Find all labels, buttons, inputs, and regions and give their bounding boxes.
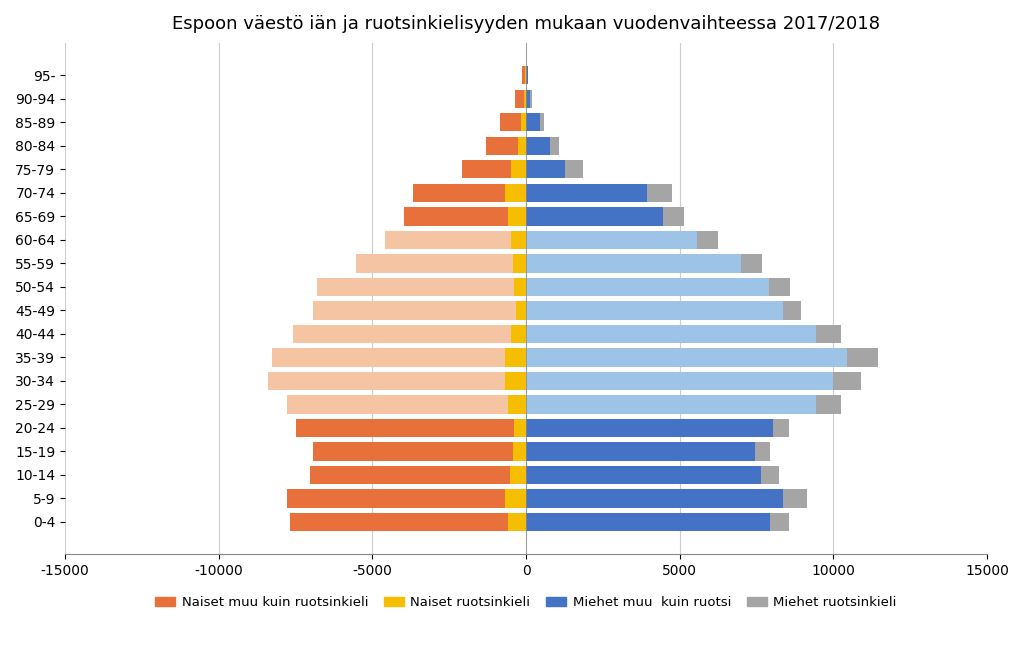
Bar xyxy=(508,395,526,413)
Title: Espoon väestö iän ja ruotsinkielisyyden mukaan vuodenvaihteessa 2017/2018: Espoon väestö iän ja ruotsinkielisyyden … xyxy=(172,15,880,33)
Bar xyxy=(770,513,788,531)
Bar xyxy=(526,184,647,202)
Bar xyxy=(526,442,755,460)
Bar xyxy=(526,348,847,366)
Bar xyxy=(312,302,515,320)
Bar xyxy=(526,419,773,437)
Bar xyxy=(513,254,526,273)
Bar xyxy=(847,348,878,366)
Bar xyxy=(526,372,834,390)
Bar xyxy=(663,207,684,226)
Bar xyxy=(782,302,801,320)
Bar xyxy=(526,489,782,508)
Bar xyxy=(530,90,532,108)
Bar xyxy=(782,489,807,508)
Bar xyxy=(526,207,663,226)
Bar xyxy=(773,419,788,437)
Bar xyxy=(518,137,526,155)
Bar xyxy=(761,466,779,484)
Bar xyxy=(287,489,505,508)
Bar xyxy=(526,230,696,249)
Bar xyxy=(522,66,525,84)
Bar xyxy=(271,348,505,366)
Bar xyxy=(509,207,526,226)
Bar xyxy=(510,466,526,484)
Bar xyxy=(505,348,526,366)
Bar xyxy=(511,230,526,249)
Bar xyxy=(647,184,672,202)
Bar xyxy=(816,395,841,413)
Bar xyxy=(268,372,505,390)
Bar xyxy=(500,113,521,131)
Bar xyxy=(526,90,530,108)
Bar xyxy=(404,207,509,226)
Bar xyxy=(514,419,526,437)
Bar xyxy=(505,489,526,508)
Bar xyxy=(526,160,565,178)
Bar xyxy=(521,113,526,131)
Bar xyxy=(485,137,518,155)
Bar xyxy=(505,372,526,390)
Bar xyxy=(513,442,526,460)
Bar xyxy=(385,230,511,249)
Bar xyxy=(290,513,508,531)
Bar xyxy=(505,184,526,202)
Bar xyxy=(526,254,741,273)
Bar xyxy=(310,466,510,484)
Bar xyxy=(540,113,544,131)
Bar xyxy=(515,302,526,320)
Bar xyxy=(356,254,513,273)
Bar xyxy=(523,90,526,108)
Bar xyxy=(462,160,511,178)
Bar xyxy=(296,419,514,437)
Bar xyxy=(565,160,584,178)
Bar xyxy=(526,513,770,531)
Bar xyxy=(834,372,861,390)
Bar xyxy=(755,442,770,460)
Bar xyxy=(508,513,526,531)
Bar xyxy=(511,160,526,178)
Legend: Naiset muu kuin ruotsinkieli, Naiset ruotsinkieli, Miehet muu  kuin ruotsi, Mieh: Naiset muu kuin ruotsinkieli, Naiset ruo… xyxy=(151,591,902,614)
Bar xyxy=(511,325,526,343)
Bar xyxy=(526,66,527,84)
Bar xyxy=(526,277,769,296)
Bar xyxy=(816,325,841,343)
Bar xyxy=(514,277,526,296)
Bar xyxy=(317,277,514,296)
Bar xyxy=(526,466,761,484)
Bar xyxy=(526,395,816,413)
Bar xyxy=(769,277,791,296)
Bar xyxy=(515,90,523,108)
Bar xyxy=(526,302,782,320)
Bar xyxy=(550,137,559,155)
Bar xyxy=(741,254,763,273)
Bar xyxy=(293,325,511,343)
Bar xyxy=(287,395,508,413)
Bar xyxy=(526,137,550,155)
Bar xyxy=(696,230,718,249)
Bar xyxy=(413,184,505,202)
Bar xyxy=(526,113,540,131)
Bar xyxy=(526,325,816,343)
Bar xyxy=(313,442,513,460)
